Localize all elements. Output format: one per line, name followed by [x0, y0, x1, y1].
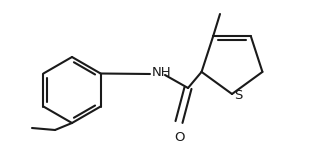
Text: O: O — [174, 131, 184, 144]
Text: NH: NH — [152, 65, 172, 79]
Text: S: S — [234, 89, 242, 101]
